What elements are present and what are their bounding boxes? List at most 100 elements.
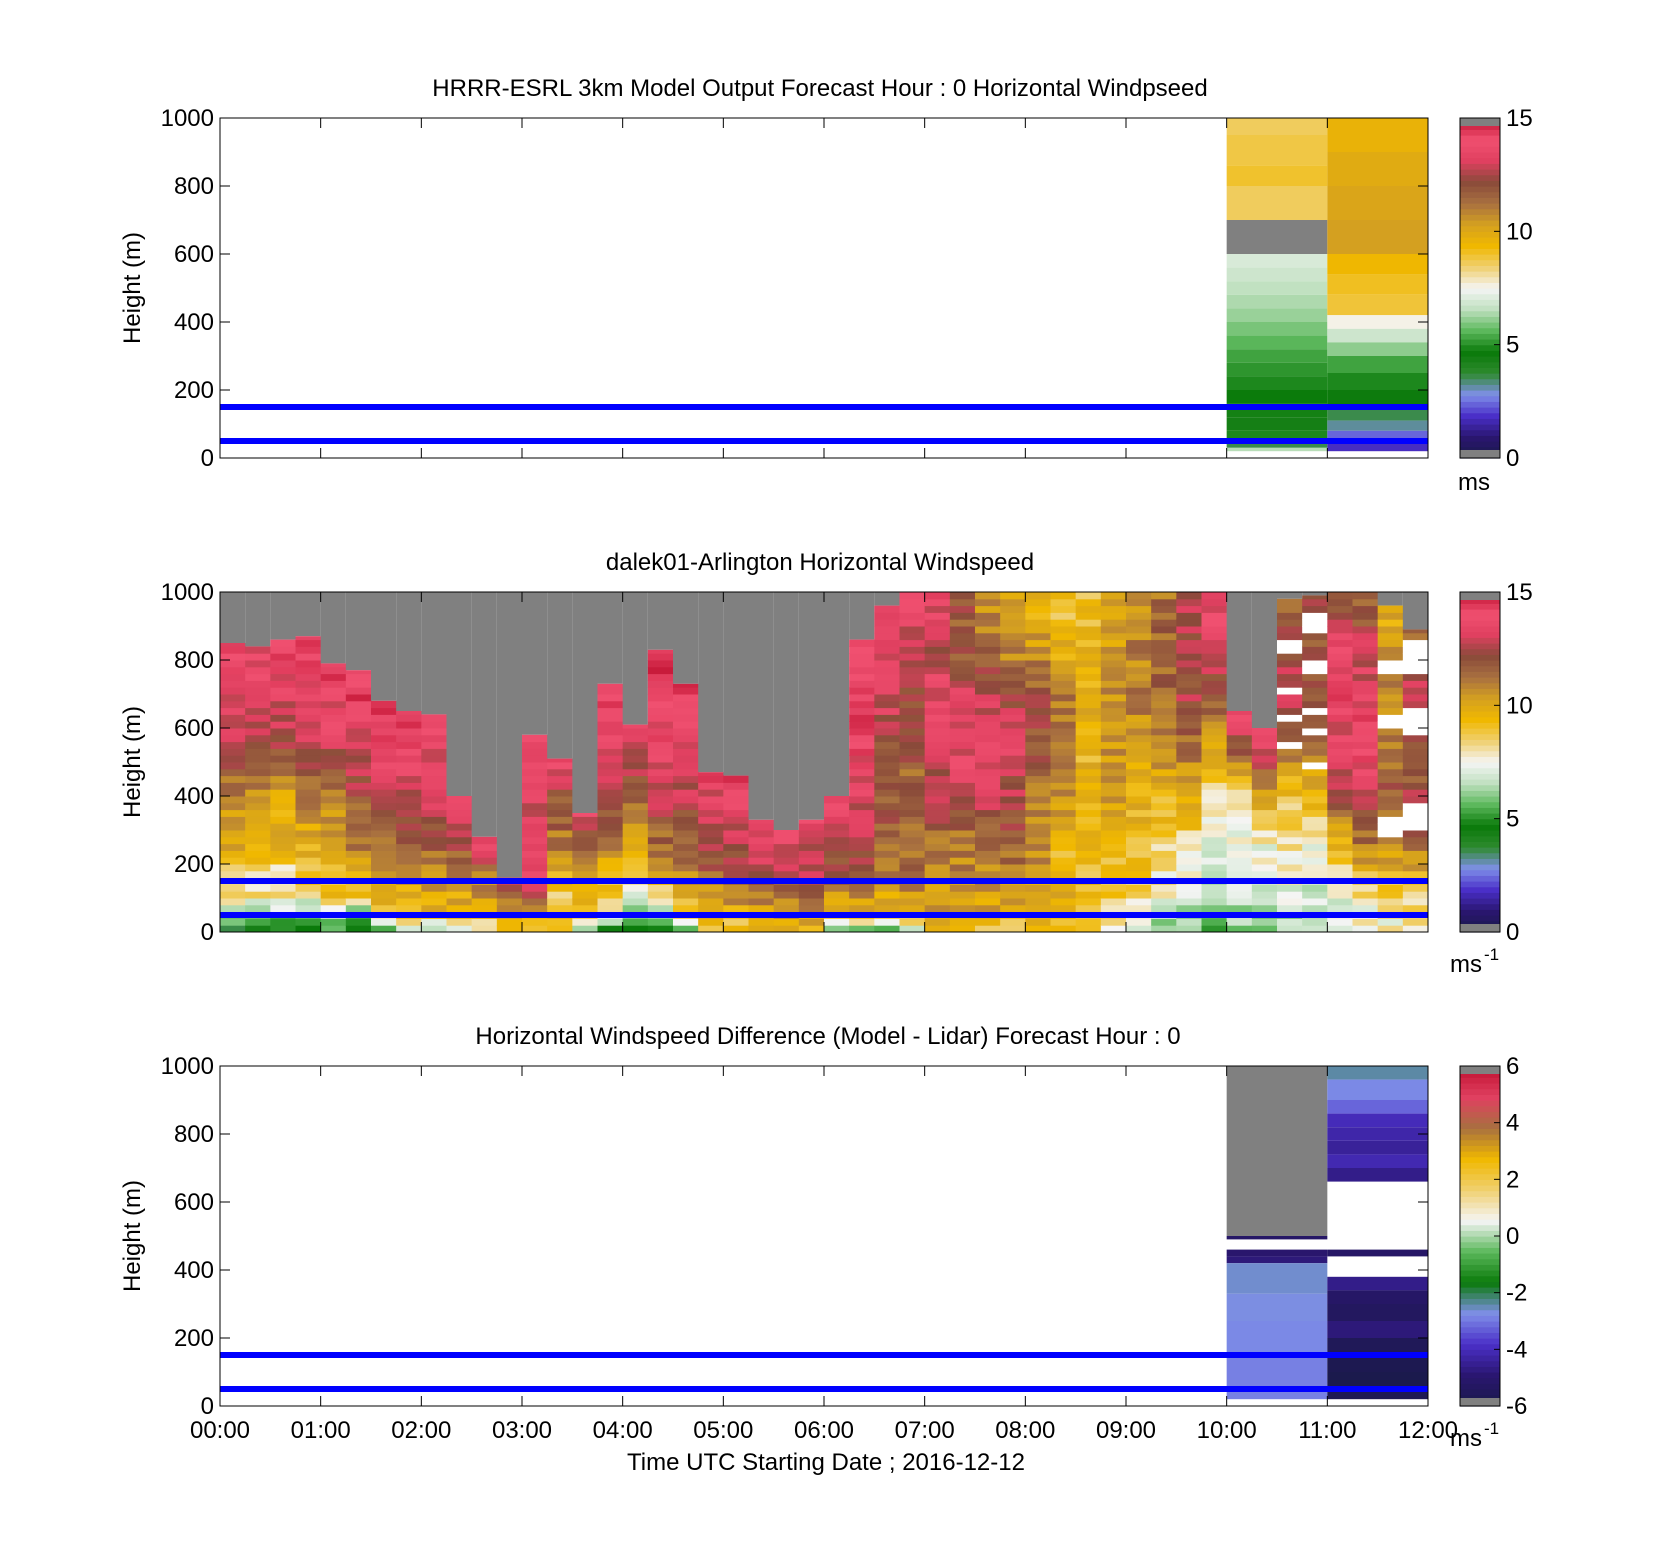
heatmap-cell xyxy=(1327,775,1353,783)
heatmap-cell xyxy=(220,789,246,797)
heatmap-cell xyxy=(1302,673,1328,681)
heatmap-cell xyxy=(522,768,548,777)
heatmap-cell xyxy=(949,884,976,892)
heatmap-cell xyxy=(1126,626,1152,634)
colorbar-swatch xyxy=(1460,790,1500,797)
heatmap-cell xyxy=(245,891,271,899)
heatmap-cell xyxy=(1050,789,1077,797)
heatmap-cell xyxy=(1377,680,1404,688)
x-tick-label: 11:00 xyxy=(1298,1417,1356,1444)
heatmap-cell xyxy=(849,714,875,722)
heatmap-cell xyxy=(622,891,649,899)
heatmap-cell xyxy=(1377,809,1404,817)
heatmap-cell xyxy=(345,734,372,743)
heatmap-cell xyxy=(295,816,322,824)
heatmap-cell xyxy=(1226,1066,1328,1236)
heatmap-cell xyxy=(295,660,322,668)
colorbar-swatch xyxy=(1460,677,1500,684)
heatmap-cell xyxy=(647,898,674,906)
heatmap-cell xyxy=(723,870,749,879)
heatmap-cell xyxy=(1176,680,1202,688)
heatmap-cell xyxy=(622,864,649,872)
heatmap-cell xyxy=(1025,802,1051,811)
heatmap-cell xyxy=(547,789,573,797)
heatmap-cell xyxy=(1226,118,1328,135)
heatmap-cell xyxy=(748,870,775,879)
heatmap-cell xyxy=(899,721,926,729)
heatmap-cell xyxy=(1302,660,1328,668)
heatmap-cell xyxy=(345,864,372,872)
heatmap-cell xyxy=(446,898,473,906)
heatmap-cell xyxy=(1377,836,1404,845)
heatmap-cell xyxy=(1176,741,1202,749)
heatmap-cell xyxy=(1050,680,1077,688)
heatmap-cell xyxy=(1201,918,1228,926)
heatmap-cell xyxy=(1226,362,1328,377)
heatmap-cell xyxy=(547,864,573,872)
heatmap-cell xyxy=(396,775,422,783)
heatmap-cell xyxy=(723,850,749,858)
heatmap-cell xyxy=(396,816,422,824)
heatmap-cell xyxy=(1327,152,1428,186)
heatmap-cell xyxy=(1226,823,1253,831)
heatmap-cell xyxy=(1327,1276,1428,1291)
heatmap-cell xyxy=(673,904,699,913)
heatmap-cell xyxy=(1201,796,1228,804)
heatmap-cell xyxy=(1302,870,1328,879)
heatmap-cell xyxy=(371,714,397,722)
heatmap-cell xyxy=(1126,734,1152,743)
heatmap-cell xyxy=(647,850,674,858)
heatmap-cell xyxy=(1151,898,1177,906)
heatmap-cell xyxy=(1025,721,1051,729)
heatmap-cell xyxy=(1377,891,1404,899)
heatmap-cell xyxy=(1201,673,1228,681)
heatmap-cell xyxy=(773,830,800,838)
heatmap-cell xyxy=(1352,823,1379,831)
heatmap-cell xyxy=(1302,836,1328,845)
heatmap-cell xyxy=(1327,1249,1428,1257)
heatmap-cell xyxy=(522,816,548,824)
heatmap-cell xyxy=(673,884,699,892)
heatmap-cell xyxy=(1302,680,1328,688)
heatmap-cell xyxy=(949,796,976,804)
heatmap-cell xyxy=(1201,639,1228,647)
heatmap-cell xyxy=(949,653,976,661)
heatmap-cell xyxy=(1327,666,1353,675)
heatmap-cell xyxy=(723,918,749,926)
heatmap-cell xyxy=(949,734,976,743)
heatmap-cell xyxy=(1025,598,1051,607)
heatmap-cell xyxy=(1251,728,1278,736)
heatmap-cell xyxy=(1352,714,1379,722)
heatmap-cell xyxy=(698,775,724,783)
heatmap-cell xyxy=(773,918,800,926)
heatmap-cell xyxy=(723,830,749,838)
heatmap-cell xyxy=(1151,728,1177,736)
heatmap-cell xyxy=(295,755,322,763)
no-data-cell xyxy=(673,592,699,684)
heatmap-cell xyxy=(1075,748,1102,756)
colorbar-frame xyxy=(1459,591,1501,933)
heatmap-cell xyxy=(522,918,548,926)
heatmap-cell xyxy=(949,626,976,634)
colorbar-swatch xyxy=(1460,237,1500,244)
no-data-cell xyxy=(496,592,522,878)
heatmap-cell xyxy=(1000,857,1026,865)
heatmap-cell xyxy=(924,592,951,600)
heatmap-cell xyxy=(673,775,699,783)
heatmap-cell xyxy=(874,687,900,695)
heatmap-cell xyxy=(496,898,523,906)
no-data-cell xyxy=(647,592,673,650)
heatmap-cell xyxy=(673,762,699,770)
heatmap-cell xyxy=(1377,843,1404,851)
heatmap-cell xyxy=(899,843,926,851)
colorbar-cap xyxy=(1460,1398,1500,1406)
heatmap-cell xyxy=(673,864,699,872)
colorbar-swatch xyxy=(1460,350,1500,357)
no-data-cell xyxy=(1377,592,1403,606)
heatmap-cell xyxy=(1201,598,1228,607)
heatmap-cell xyxy=(471,864,498,872)
panel-difference-title: Horizontal Windspeed Difference (Model -… xyxy=(475,1023,1180,1050)
heatmap-cell xyxy=(597,694,624,702)
heatmap-cell xyxy=(899,755,926,763)
